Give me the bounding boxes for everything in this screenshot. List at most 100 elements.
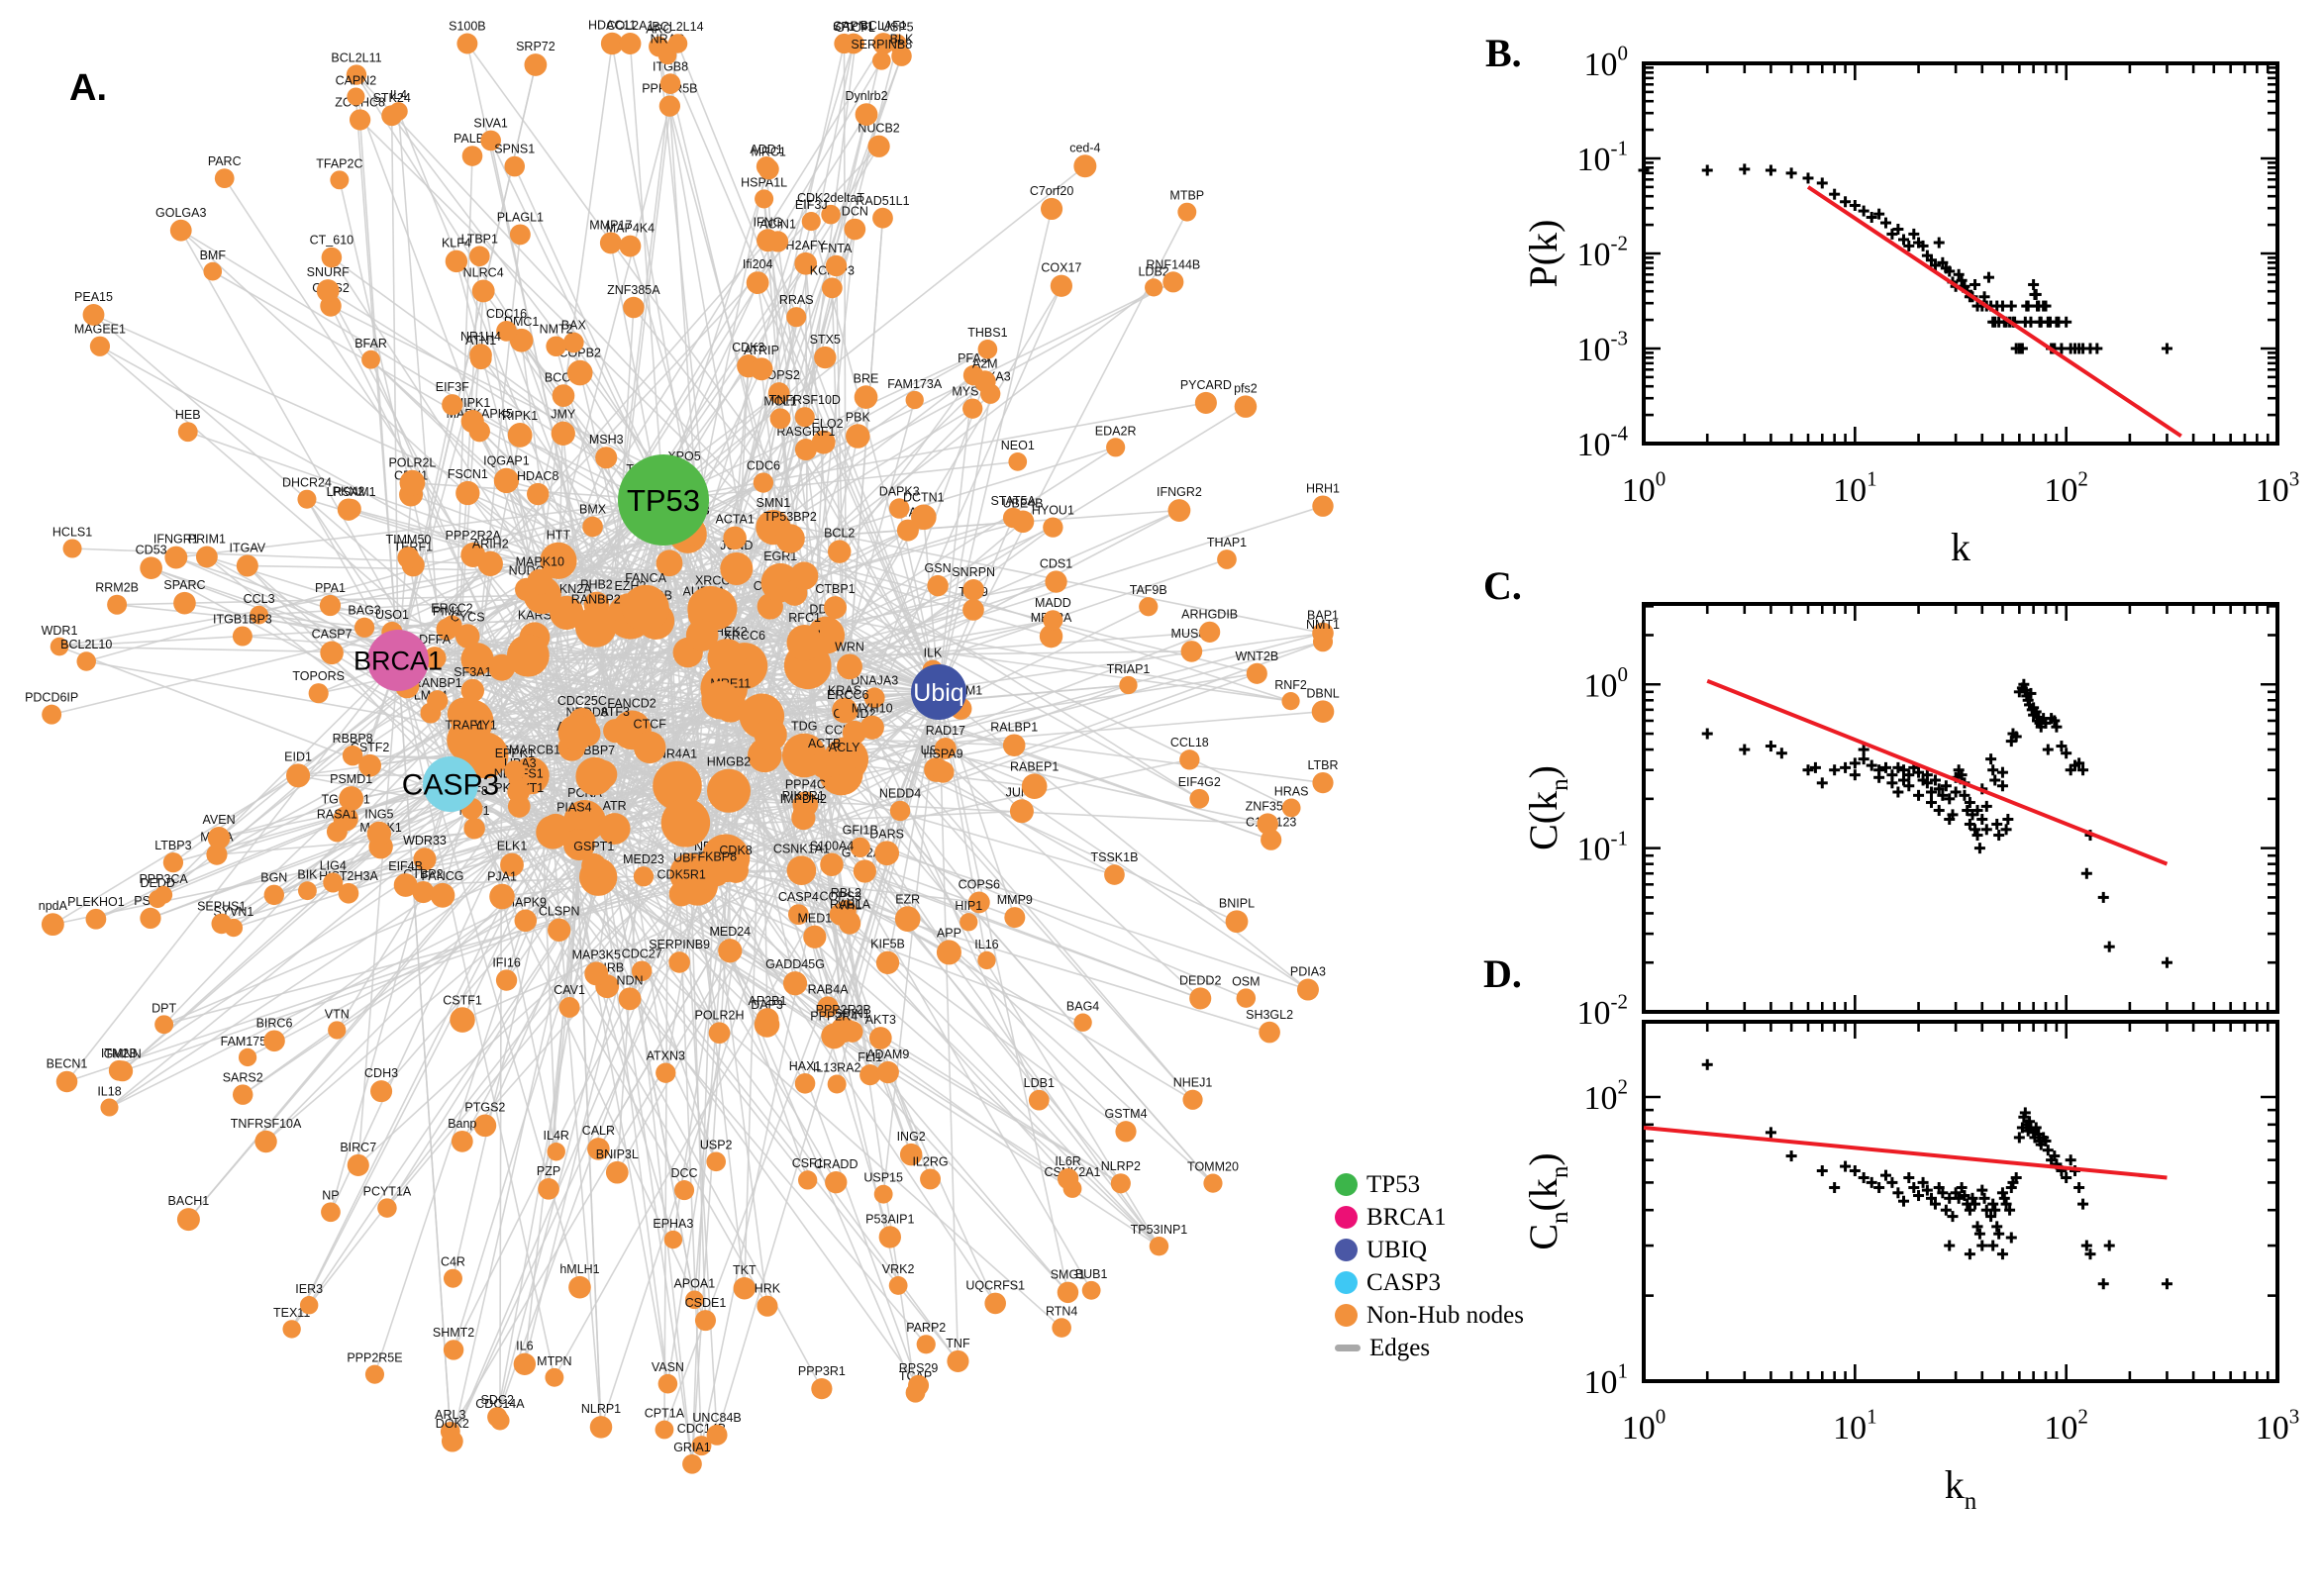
tick-label: 101 [1833,1405,1877,1446]
network-node [443,1340,464,1360]
gene-label: PZP [537,1164,560,1178]
network-node [1246,662,1267,684]
tick-label: 101 [1833,467,1877,509]
gene-label: CASP7 [312,628,353,642]
network-edge [629,43,664,501]
network-node [853,859,876,883]
tick-label: 10-4 [1577,422,1629,463]
gene-label: TAF9B [1130,583,1167,597]
gene-label: RANBP2 [571,592,621,606]
gene-label: ITGB8 [653,59,688,73]
network-node [876,1060,899,1084]
node-swatch-icon [1335,1239,1358,1261]
network-edge [351,713,464,800]
gene-label: HYOU1 [1032,503,1074,517]
network-node [973,370,996,393]
network-node [827,1074,847,1094]
network-edge [836,691,940,1085]
network-node [821,277,843,299]
network-node [655,1420,674,1440]
gene-label: TFAP2C [316,156,362,170]
gene-label: hMLH1 [559,1262,599,1276]
network-node [1199,621,1221,643]
network-edge [330,559,559,607]
network-node [154,885,173,904]
network-node [347,1153,369,1176]
tick-label: 100 [1622,1405,1666,1446]
gene-label: BFAR [354,337,387,350]
gene-label: ITM2B [101,1047,138,1060]
network-node [633,731,666,764]
network-node [1073,154,1097,178]
gene-label: BIK [297,867,318,881]
gene-label: MCL1 [763,394,796,408]
network-node [868,1027,892,1049]
network-node [855,103,878,127]
gene-label: DNAJA3 [851,673,898,687]
network-node [552,384,575,407]
legend-item-4: Non-Hub nodes [1335,1299,1524,1332]
gene-label: VTN [325,1007,350,1021]
gene-label: CDK2deltaT [797,191,864,205]
gene-label: RABEP1 [1010,759,1059,773]
network-node [575,756,614,796]
gene-label: POLR2H [694,1008,744,1022]
network-node [874,841,900,866]
network-node [62,539,82,558]
network-edge [594,672,1258,777]
network-node [1312,495,1334,517]
gene-label: NLRP1 [581,1402,621,1416]
network-edge [657,46,725,689]
gene-label: KLF4 [442,237,471,250]
gene-label: H2AFY [786,239,827,252]
gene-label: SMARCB1 [501,744,560,757]
gene-label: TSSK1B [1090,850,1138,864]
network-node [463,817,485,840]
gene-label: WDR33 [403,834,447,848]
gene-label: CTBP1 [815,582,855,596]
gene-label: CDS1 [1040,556,1072,570]
network-node [889,800,911,822]
network-node [1043,517,1063,538]
gene-label: TKT [733,1263,757,1277]
gene-label: CASP4 [778,890,819,904]
y-axis-title: P(k) [1521,220,1566,288]
gene-label: TOPORS [292,669,345,683]
network-node [232,626,252,647]
legend-item-2: UBIQ [1335,1234,1524,1266]
network-node [1104,864,1125,885]
gene-label: CAPN2 [336,73,377,87]
network-edge [676,43,940,693]
gene-label: THAP1 [1207,536,1247,549]
network-edge [772,374,974,529]
network-node [323,872,344,893]
gene-label: HRH1 [1306,481,1340,495]
gene-label: IL4R [544,1129,569,1143]
gene-label: PIM1 [433,605,461,619]
gene-label: DFFA [419,633,452,647]
network-node [1139,597,1159,617]
network-edge [662,499,718,1436]
gene-label: IL6R [1055,1154,1080,1168]
network-edge [390,115,399,661]
gene-label: SRP72 [516,40,556,53]
legend-item-label: CASP3 [1366,1268,1442,1296]
network-node [814,346,837,369]
gene-label: ZNF350 [1246,799,1290,813]
gene-label: DCC [671,1166,698,1180]
network-node [1002,734,1026,757]
network-edge [162,721,583,896]
network-node [794,251,818,275]
network-edge [662,165,1086,501]
network-node [286,763,311,788]
hub-node-brca1 [367,630,429,691]
gene-label: HAX1 [789,1059,822,1073]
network-edge [668,562,1309,991]
gene-label: CALR [582,1124,615,1138]
network-node [558,997,580,1018]
gene-label: COL2A1 [606,19,654,33]
network-node [960,913,978,932]
network-edge [789,509,1179,540]
tick-label: 102 [1584,1075,1629,1117]
gene-label: FLI1 [858,1050,882,1064]
